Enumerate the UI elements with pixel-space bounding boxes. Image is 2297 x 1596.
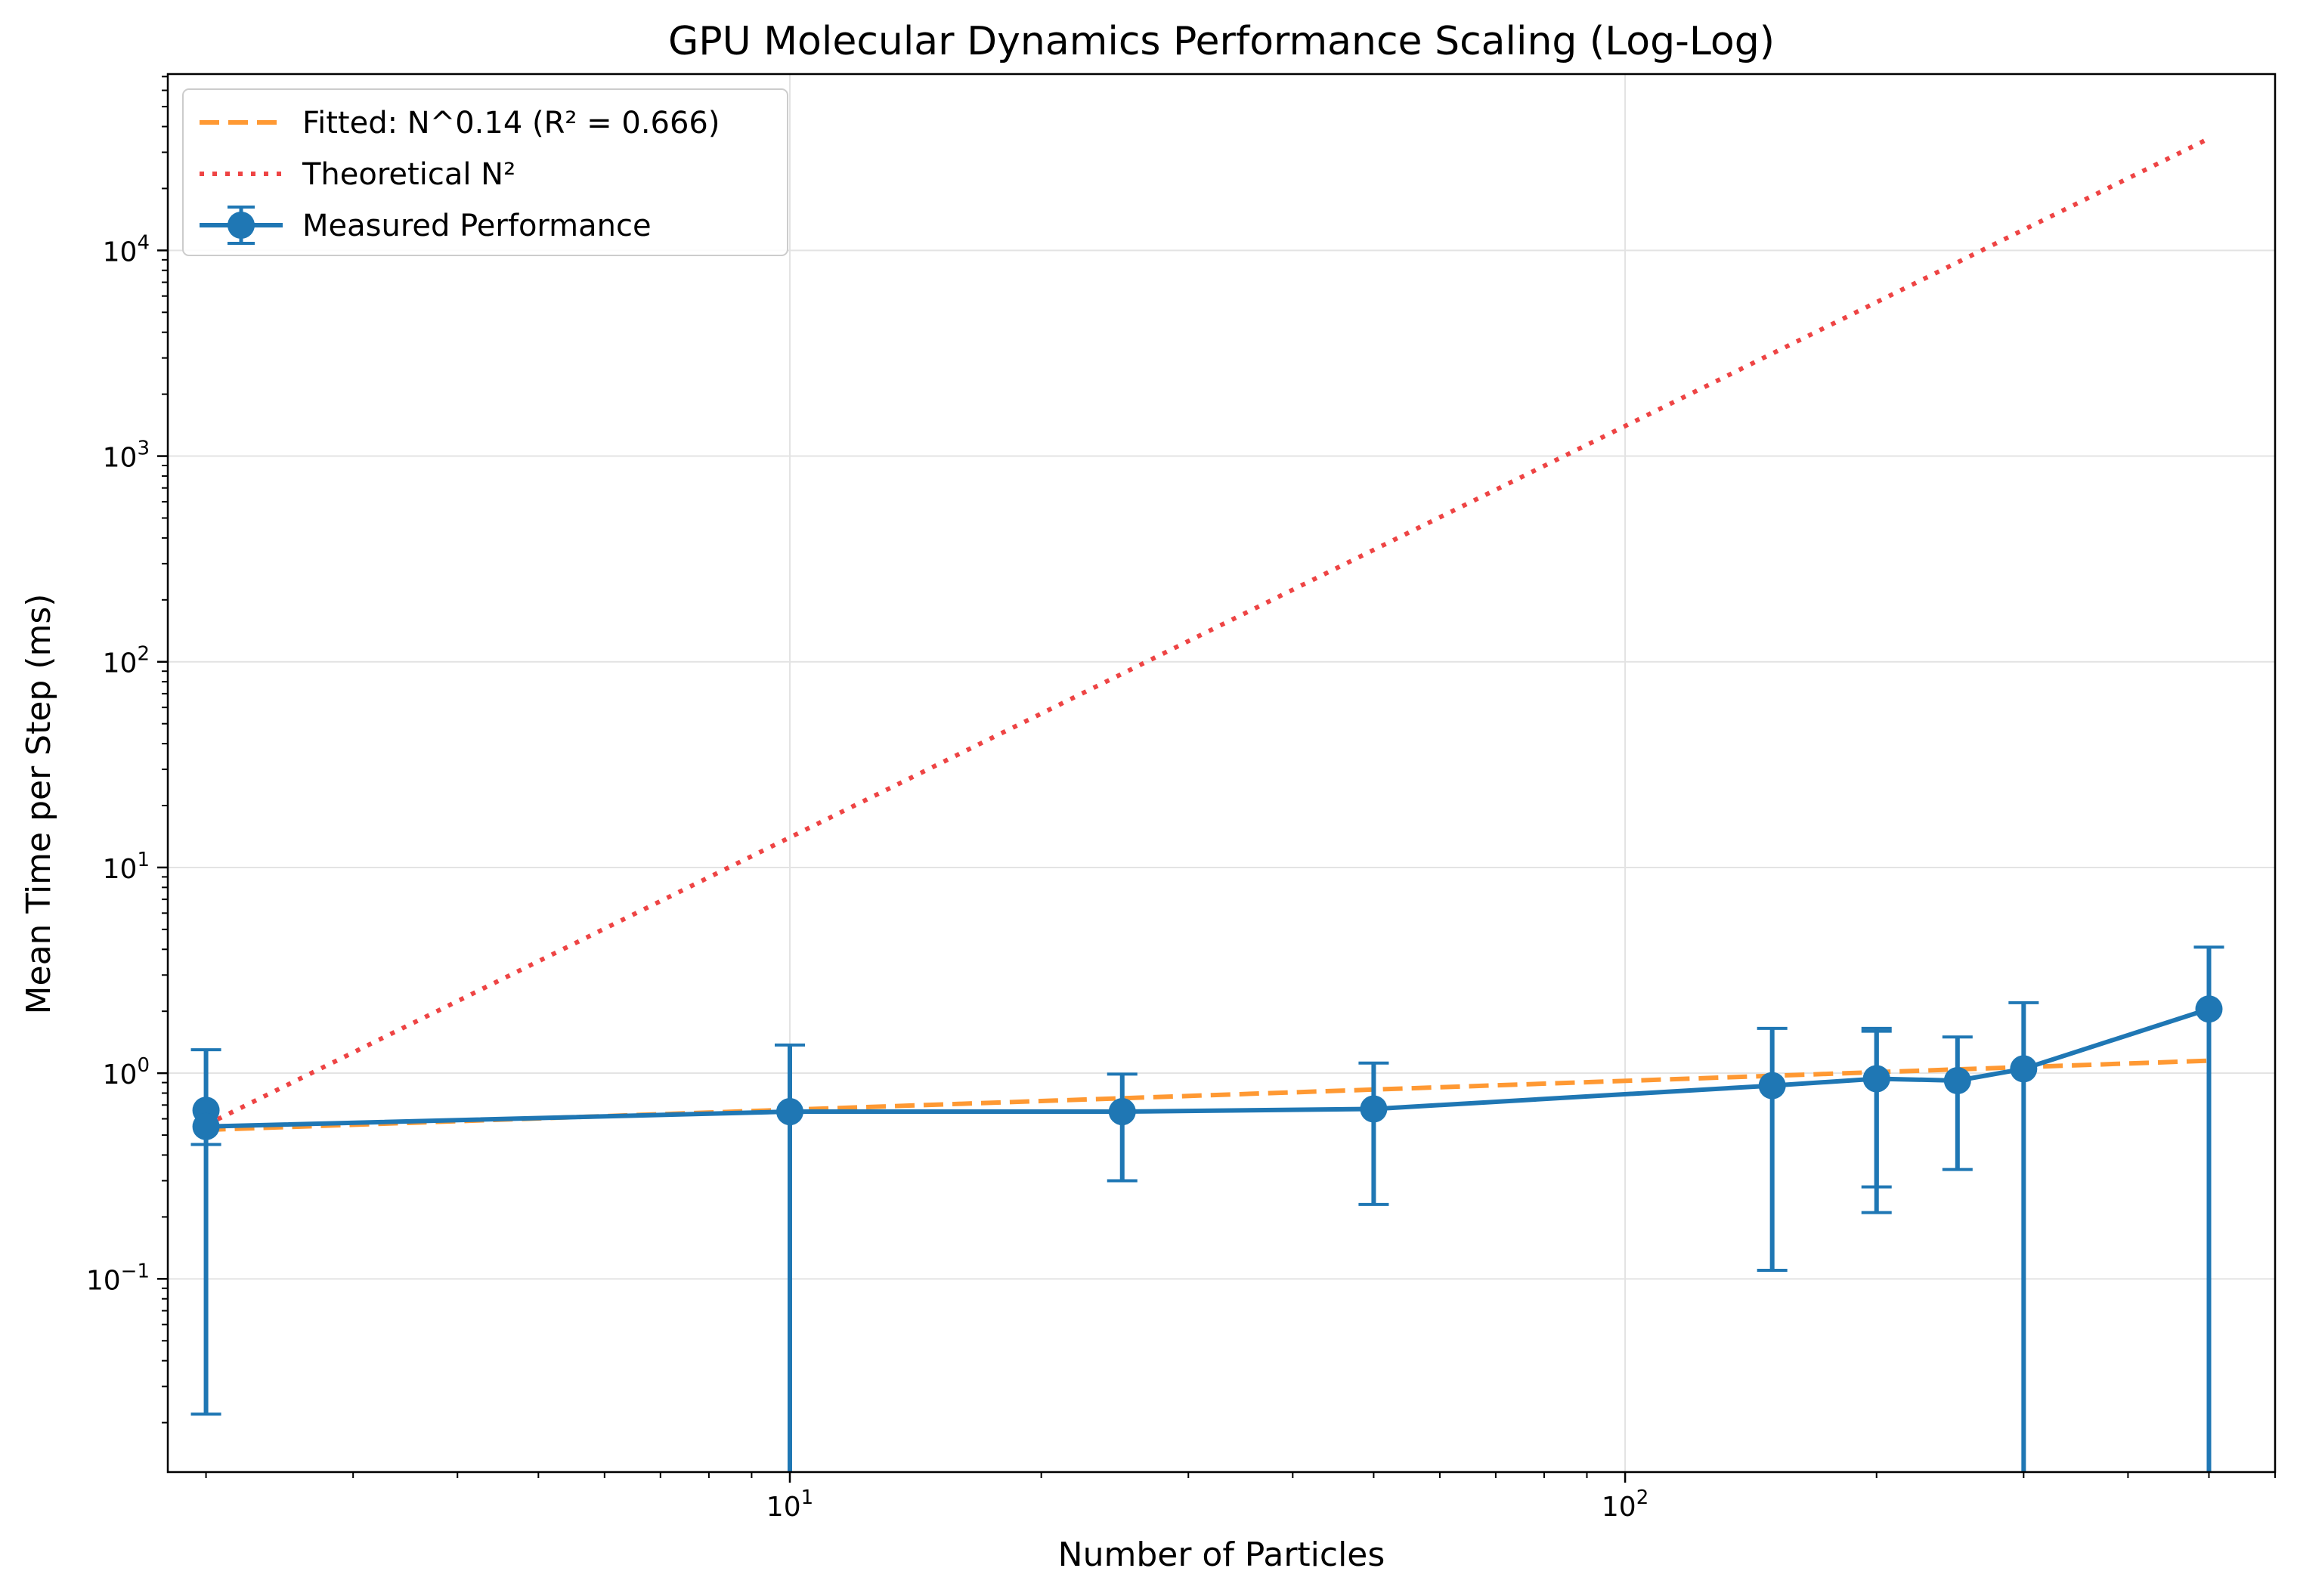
data-point bbox=[1108, 1098, 1136, 1126]
data-point bbox=[775, 1098, 803, 1126]
legend-item: Measured Performance bbox=[200, 206, 652, 245]
legend-label: Measured Performance bbox=[302, 209, 652, 243]
legend-box bbox=[182, 88, 788, 256]
series-1 bbox=[205, 136, 2210, 1127]
data-point bbox=[2010, 1055, 2038, 1083]
measured-line bbox=[206, 1007, 2210, 1129]
y-tick-label: 10−1 bbox=[86, 1260, 150, 1296]
y-tick-label: 104 bbox=[103, 231, 150, 268]
plot-frame bbox=[166, 73, 2277, 1474]
y-tick-label: 103 bbox=[103, 438, 150, 474]
legend: Fitted: N^0.14 (R² = 0.666) Theoretical N… bbox=[182, 88, 788, 256]
series-layer bbox=[190, 136, 2224, 1472]
chart-title: GPU Molecular Dynamics Performance Scali… bbox=[668, 19, 1775, 64]
legend-label: Fitted: N^0.14 (R² = 0.666) bbox=[302, 106, 720, 141]
y-tick-label: 101 bbox=[103, 849, 150, 885]
x-axis-title: Number of Particles bbox=[1058, 1536, 1385, 1574]
legend-label: Theoretical N² bbox=[302, 157, 515, 192]
data-point bbox=[1943, 1066, 1971, 1094]
data-point bbox=[192, 1112, 220, 1140]
legend-item: Theoretical N² bbox=[200, 157, 515, 192]
legend-marker bbox=[228, 212, 255, 239]
data-point bbox=[1758, 1072, 1786, 1100]
data-point bbox=[1862, 1065, 1890, 1093]
y-tick-label: 100 bbox=[103, 1054, 150, 1090]
x-tick-label: 102 bbox=[1602, 1486, 1648, 1523]
x-tick-label: 101 bbox=[766, 1486, 813, 1523]
theoretical-line bbox=[205, 136, 2210, 1127]
legend-item: Fitted: N^0.14 (R² = 0.666) bbox=[200, 106, 720, 141]
grid bbox=[168, 74, 2275, 1472]
y-axis-title: Mean Time per Step (ms) bbox=[20, 594, 58, 1015]
axes: 101 102 10−1 100 101 102 103 104 bbox=[86, 73, 2277, 1523]
data-point bbox=[1360, 1095, 1388, 1123]
y-tick-label: 102 bbox=[103, 643, 150, 679]
data-point bbox=[2195, 995, 2223, 1023]
series-2 bbox=[190, 945, 2224, 1472]
